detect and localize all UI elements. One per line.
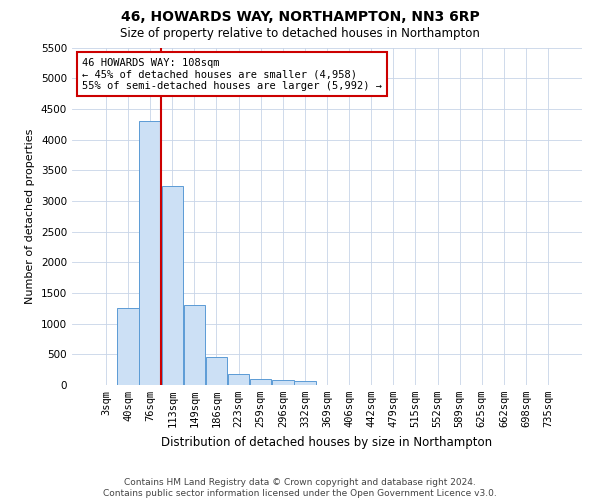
- Bar: [228, 374, 249, 385]
- Text: Contains HM Land Registry data © Crown copyright and database right 2024.
Contai: Contains HM Land Registry data © Crown c…: [103, 478, 497, 498]
- Bar: [206, 358, 227, 385]
- X-axis label: Distribution of detached houses by size in Northampton: Distribution of detached houses by size …: [161, 436, 493, 448]
- Bar: [250, 379, 271, 385]
- Bar: [139, 121, 161, 385]
- Bar: [184, 305, 205, 385]
- Bar: [117, 308, 139, 385]
- Y-axis label: Number of detached properties: Number of detached properties: [25, 128, 35, 304]
- Text: 46 HOWARDS WAY: 108sqm
← 45% of detached houses are smaller (4,958)
55% of semi-: 46 HOWARDS WAY: 108sqm ← 45% of detached…: [82, 58, 382, 91]
- Text: 46, HOWARDS WAY, NORTHAMPTON, NN3 6RP: 46, HOWARDS WAY, NORTHAMPTON, NN3 6RP: [121, 10, 479, 24]
- Bar: [161, 186, 183, 385]
- Bar: [272, 380, 293, 385]
- Text: Size of property relative to detached houses in Northampton: Size of property relative to detached ho…: [120, 28, 480, 40]
- Bar: [294, 382, 316, 385]
